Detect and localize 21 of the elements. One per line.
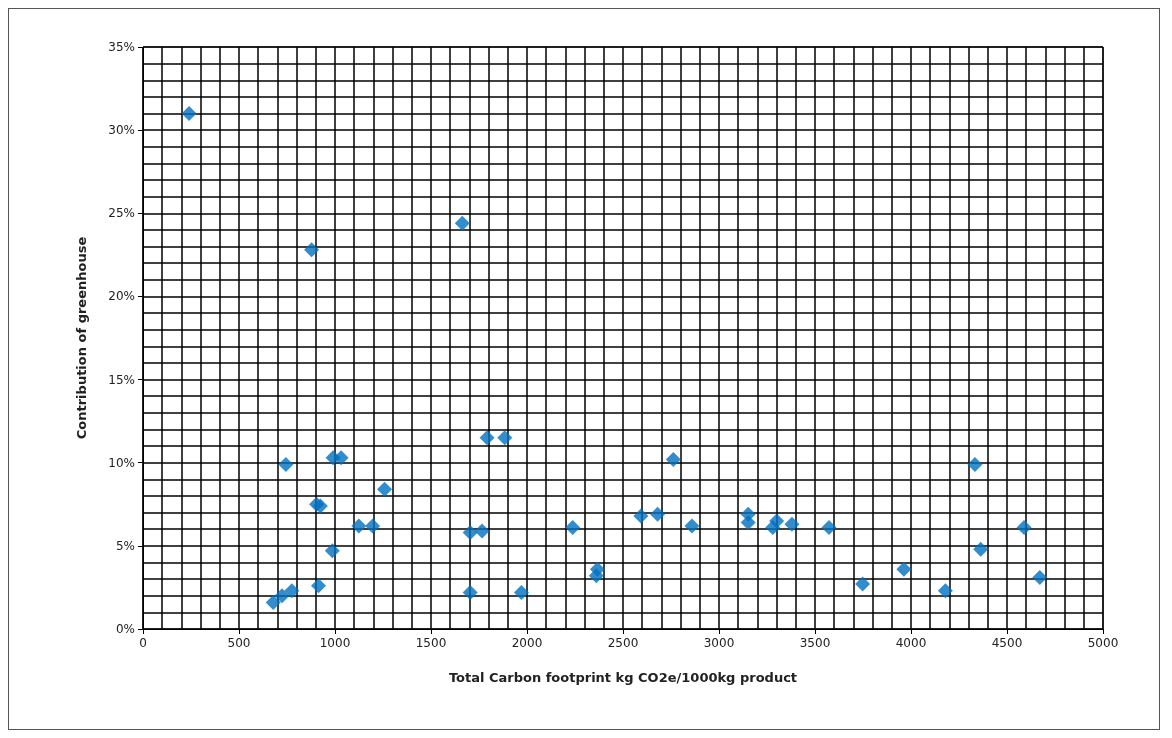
x-tick-label: 0	[139, 636, 147, 650]
x-tick-label: 2000	[511, 636, 543, 650]
x-tick-label: 2500	[607, 636, 639, 650]
y-tick-label: 20%	[108, 289, 135, 304]
x-axis-title: Total Carbon footprint kg CO2e/1000kg product	[448, 670, 798, 685]
x-tick-label: 1500	[415, 636, 447, 650]
x-tick-label: 4000	[895, 636, 927, 650]
x-tick-label: 3500	[799, 636, 831, 650]
x-tick-label: 3000	[703, 636, 735, 650]
y-axis-title: Contribution of greenhouse	[74, 236, 89, 440]
y-tick-label: 25%	[108, 206, 135, 221]
y-tick-label: 0%	[115, 622, 135, 636]
x-tick-label: 1000	[319, 636, 351, 650]
y-tick-label: 35%	[108, 40, 135, 54]
y-tick-label: 5%	[115, 538, 135, 553]
y-tick-label: 30%	[108, 123, 135, 138]
y-tick-label: 15%	[108, 372, 135, 387]
x-tick-label: 5000	[1087, 636, 1119, 650]
x-tick-label: 500	[227, 636, 251, 650]
y-tick-label: 10%	[108, 455, 135, 470]
x-tick-label: 4500	[991, 636, 1023, 650]
